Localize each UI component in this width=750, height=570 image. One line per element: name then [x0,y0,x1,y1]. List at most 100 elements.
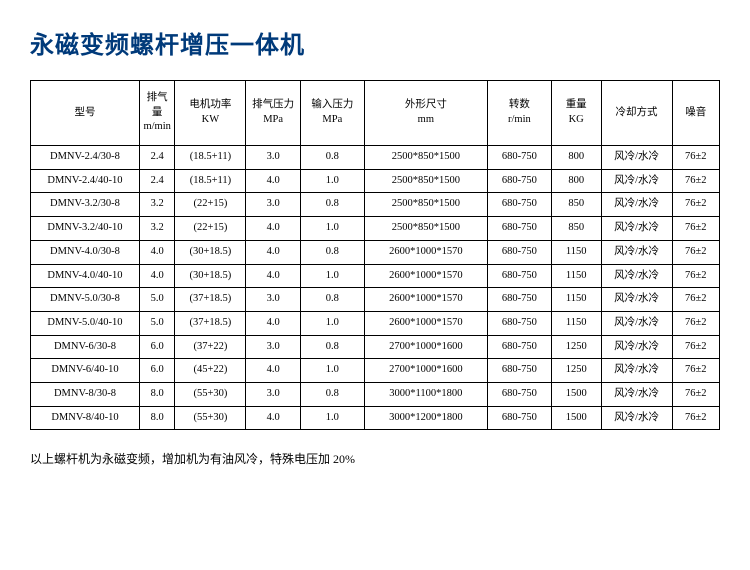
col-header-main: 冷却方式 [604,106,670,121]
col-header-sub: MPa [303,113,362,128]
cell-disp: 8.0 [139,382,175,406]
cell-disp: 5.0 [139,311,175,335]
col-header-sub: mm [367,113,485,128]
col-header-dim: 外形尺寸mm [364,81,487,146]
cell-wt: 1500 [551,382,601,406]
table-row: DMNV-4.0/30-84.0(30+18.5)4.00.82600*1000… [31,240,720,264]
col-header-main: 排气量 [142,91,173,120]
cell-cool: 风冷/水冷 [601,311,672,335]
cell-rpm: 680-750 [487,264,551,288]
cell-expr: 3.0 [246,335,300,359]
cell-inpr: 1.0 [300,217,364,241]
cell-wt: 800 [551,146,601,170]
cell-expr: 4.0 [246,240,300,264]
cell-power: (45+22) [175,359,246,383]
cell-inpr: 1.0 [300,169,364,193]
col-header-sub: r/min [490,113,549,128]
cell-model: DMNV-5.0/40-10 [31,311,140,335]
page-title: 永磁变频螺杆增压一体机 [30,25,720,60]
cell-noise: 76±2 [672,311,719,335]
cell-inpr: 0.8 [300,193,364,217]
cell-cool: 风冷/水冷 [601,382,672,406]
cell-noise: 76±2 [672,359,719,383]
col-header-sub: KW [177,113,243,128]
cell-rpm: 680-750 [487,382,551,406]
cell-noise: 76±2 [672,169,719,193]
cell-rpm: 680-750 [487,406,551,430]
cell-expr: 3.0 [246,288,300,312]
cell-inpr: 1.0 [300,264,364,288]
cell-expr: 4.0 [246,406,300,430]
col-header-sub: MPa [248,113,297,128]
cell-model: DMNV-6/40-10 [31,359,140,383]
cell-wt: 1250 [551,359,601,383]
cell-noise: 76±2 [672,240,719,264]
cell-wt: 1150 [551,288,601,312]
cell-model: DMNV-8/30-8 [31,382,140,406]
cell-model: DMNV-4.0/30-8 [31,240,140,264]
cell-disp: 3.2 [139,217,175,241]
cell-expr: 3.0 [246,193,300,217]
cell-cool: 风冷/水冷 [601,169,672,193]
cell-inpr: 1.0 [300,406,364,430]
cell-inpr: 0.8 [300,335,364,359]
cell-wt: 1150 [551,240,601,264]
cell-dim: 2500*850*1500 [364,217,487,241]
col-header-model: 型号 [31,81,140,146]
cell-power: (37+22) [175,335,246,359]
cell-cool: 风冷/水冷 [601,359,672,383]
cell-expr: 4.0 [246,217,300,241]
cell-power: (55+30) [175,406,246,430]
cell-dim: 2700*1000*1600 [364,335,487,359]
cell-expr: 4.0 [246,169,300,193]
cell-inpr: 0.8 [300,288,364,312]
cell-noise: 76±2 [672,264,719,288]
col-header-main: 型号 [33,106,137,121]
table-row: DMNV-5.0/30-85.0(37+18.5)3.00.82600*1000… [31,288,720,312]
cell-inpr: 1.0 [300,359,364,383]
cell-cool: 风冷/水冷 [601,406,672,430]
cell-disp: 4.0 [139,240,175,264]
cell-rpm: 680-750 [487,193,551,217]
cell-cool: 风冷/水冷 [601,240,672,264]
table-row: DMNV-3.2/40-103.2(22+15)4.01.02500*850*1… [31,217,720,241]
col-header-wt: 重量KG [551,81,601,146]
col-header-rpm: 转数r/min [487,81,551,146]
table-header-row: 型号 排气量m/min 电机功率KW 排气压力MPa 输入压力MPa 外形尺寸m… [31,81,720,146]
cell-power: (18.5+11) [175,146,246,170]
cell-wt: 1250 [551,335,601,359]
col-header-noise: 噪音 [672,81,719,146]
cell-wt: 850 [551,217,601,241]
cell-wt: 1150 [551,264,601,288]
cell-noise: 76±2 [672,406,719,430]
cell-power: (30+18.5) [175,240,246,264]
table-row: DMNV-3.2/30-83.2(22+15)3.00.82500*850*15… [31,193,720,217]
col-header-inpr: 输入压力MPa [300,81,364,146]
col-header-main: 重量 [554,98,599,113]
cell-wt: 850 [551,193,601,217]
col-header-cool: 冷却方式 [601,81,672,146]
cell-noise: 76±2 [672,146,719,170]
cell-model: DMNV-6/30-8 [31,335,140,359]
table-row: DMNV-2.4/40-102.4(18.5+11)4.01.02500*850… [31,169,720,193]
cell-power: (55+30) [175,382,246,406]
cell-cool: 风冷/水冷 [601,146,672,170]
col-header-main: 排气压力 [248,98,297,113]
cell-dim: 2500*850*1500 [364,193,487,217]
cell-cool: 风冷/水冷 [601,264,672,288]
cell-noise: 76±2 [672,193,719,217]
col-header-sub: m/min [142,120,173,135]
cell-inpr: 0.8 [300,146,364,170]
col-header-main: 电机功率 [177,98,243,113]
cell-rpm: 680-750 [487,311,551,335]
cell-disp: 2.4 [139,169,175,193]
col-header-main: 转数 [490,98,549,113]
col-header-main: 外形尺寸 [367,98,485,113]
cell-dim: 2500*850*1500 [364,146,487,170]
cell-noise: 76±2 [672,288,719,312]
cell-model: DMNV-5.0/30-8 [31,288,140,312]
footnote: 以上螺杆机为永磁变频，增加机为有油风冷，特殊电压加 20% [30,450,720,467]
cell-rpm: 680-750 [487,335,551,359]
cell-inpr: 1.0 [300,311,364,335]
cell-rpm: 680-750 [487,288,551,312]
